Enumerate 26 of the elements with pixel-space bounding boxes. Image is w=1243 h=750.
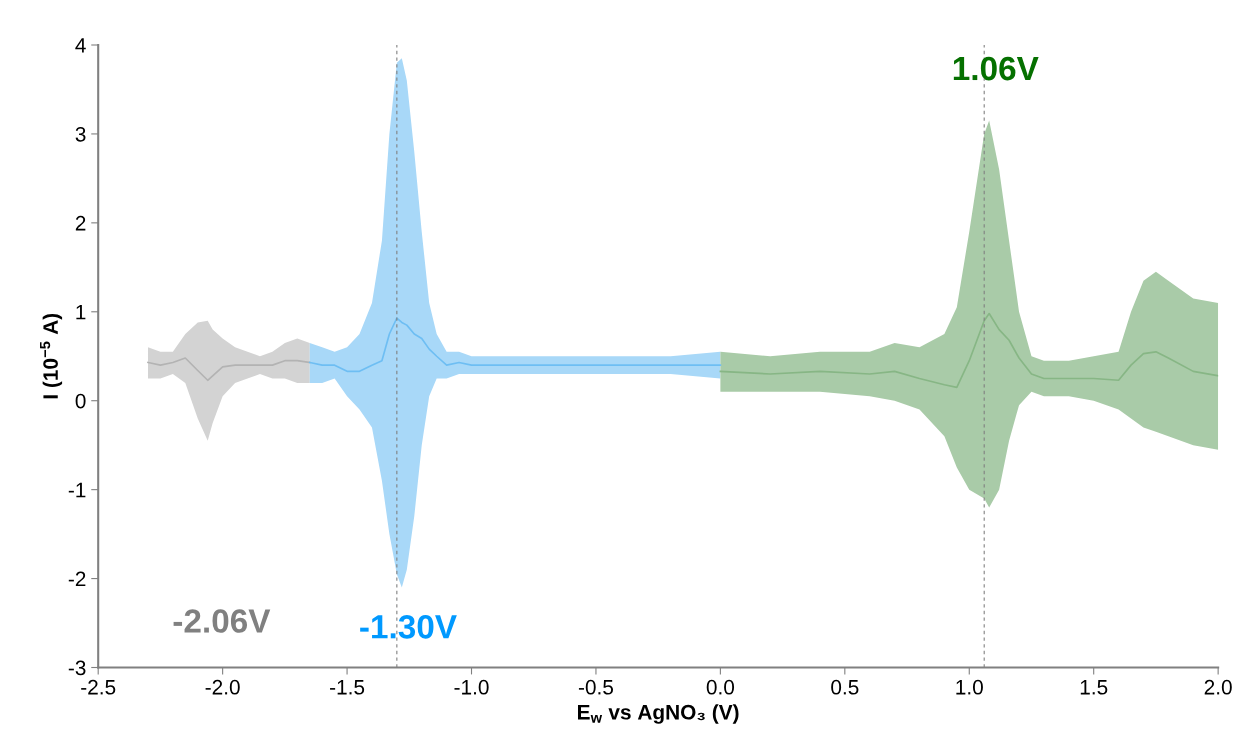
y-tick-label: 1: [76, 305, 86, 320]
x-axis-title: E$_{w}$ vs AgNO₃ (V): [578, 704, 739, 724]
y-tick-label: -1: [68, 482, 86, 498]
x-tick-label: -1.0: [454, 679, 489, 695]
x-tick-label: -2.0: [205, 679, 240, 695]
y-tick-label: 3: [75, 126, 86, 142]
line-series: [147, 357, 311, 382]
x-tick-label: 1.5: [1080, 680, 1108, 695]
y-tick-label: -2: [68, 571, 86, 587]
x-tick-label: 0.5: [831, 679, 859, 695]
y-tick-label: 0: [75, 393, 86, 409]
x-tick-label: -1.5: [330, 680, 365, 695]
y-tick-label: 4: [75, 38, 86, 53]
y-axis-title: I (10$^{−5}$ A): [40, 313, 63, 399]
x-tick-label: 1.0: [956, 679, 983, 695]
annotation: 1.06V: [953, 56, 1039, 81]
x-tick-label: 0.0: [706, 679, 735, 695]
y-tick-label: 2: [75, 215, 86, 231]
y-tick-label: -3: [68, 660, 86, 676]
line-series: [308, 317, 722, 373]
x-tick-label: 2.0: [1204, 679, 1232, 695]
annotation: -2.06V: [173, 609, 271, 633]
x-tick-label: -0.5: [578, 679, 614, 695]
x-tick-label: -2.5: [81, 679, 116, 695]
annotation: -1.30V: [360, 615, 457, 639]
line-series: [719, 312, 1219, 389]
